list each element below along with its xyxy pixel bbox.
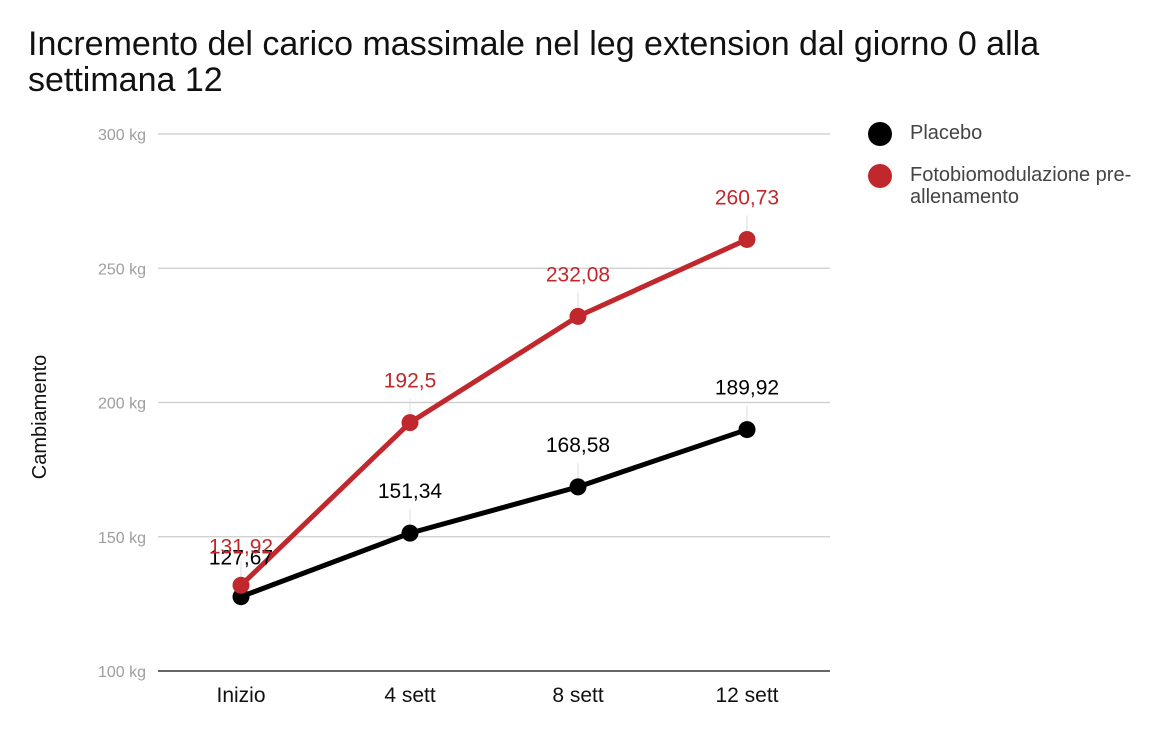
y-tick-label: 100 kg	[98, 664, 146, 681]
axis-layer: 100 kg 150 kg 200 kg 250 kg 300 kg Inizio 4 se…	[29, 127, 779, 707]
data-label: 192,5	[384, 370, 437, 393]
data-point[interactable]	[569, 307, 587, 325]
legend-item-placebo[interactable]: Placebo	[868, 122, 1140, 146]
y-tick-label: 300 kg	[98, 127, 146, 144]
legend-label-fotobiomodulazione: Fotobiomodulazione pre-allenamento	[910, 164, 1132, 208]
legend-item-fotobiomodulazione[interactable]: Fotobiomodulazione pre-allenamento	[868, 164, 1140, 208]
data-point[interactable]	[401, 414, 419, 432]
label-layer: 127,67 151,34 168,58 189,92 131,92 192,5 232,0…	[209, 186, 779, 569]
grid-layer	[158, 133, 830, 672]
data-point[interactable]	[569, 478, 587, 496]
x-tick-label: 12 sett	[715, 684, 778, 707]
data-label: 232,08	[546, 263, 610, 286]
x-tick-label: Inizio	[216, 684, 265, 707]
data-point[interactable]	[232, 576, 250, 594]
y-tick-label: 200 kg	[98, 396, 146, 413]
data-label: 151,34	[378, 480, 443, 503]
data-label: 189,92	[715, 377, 779, 400]
legend-swatch-placebo	[868, 122, 892, 146]
y-tick-label: 250 kg	[98, 261, 146, 278]
point-layer	[232, 230, 756, 606]
data-label: 131,92	[209, 535, 273, 558]
legend-swatch-fotobiomodulazione	[868, 164, 892, 188]
line-layer	[238, 215, 750, 600]
x-tick-label: 4 sett	[384, 684, 436, 707]
data-label: 260,73	[715, 186, 779, 209]
data-point[interactable]	[401, 524, 419, 542]
data-label: 127,67	[209, 547, 273, 570]
data-point[interactable]	[738, 421, 756, 439]
y-axis-title: Cambiamento	[29, 355, 51, 480]
series-line-0	[238, 427, 750, 600]
legend-label-placebo: Placebo	[910, 122, 983, 144]
legend: Placebo Fotobiomodulazione pre-allenamen…	[868, 122, 1140, 226]
data-point[interactable]	[738, 230, 756, 248]
series-line-1	[238, 236, 750, 588]
data-label: 168,58	[546, 434, 610, 457]
chart-title: Incremento del carico massimale nel leg …	[28, 25, 1040, 99]
x-tick-label: 8 sett	[552, 684, 604, 707]
y-tick-label: 150 kg	[98, 530, 146, 547]
